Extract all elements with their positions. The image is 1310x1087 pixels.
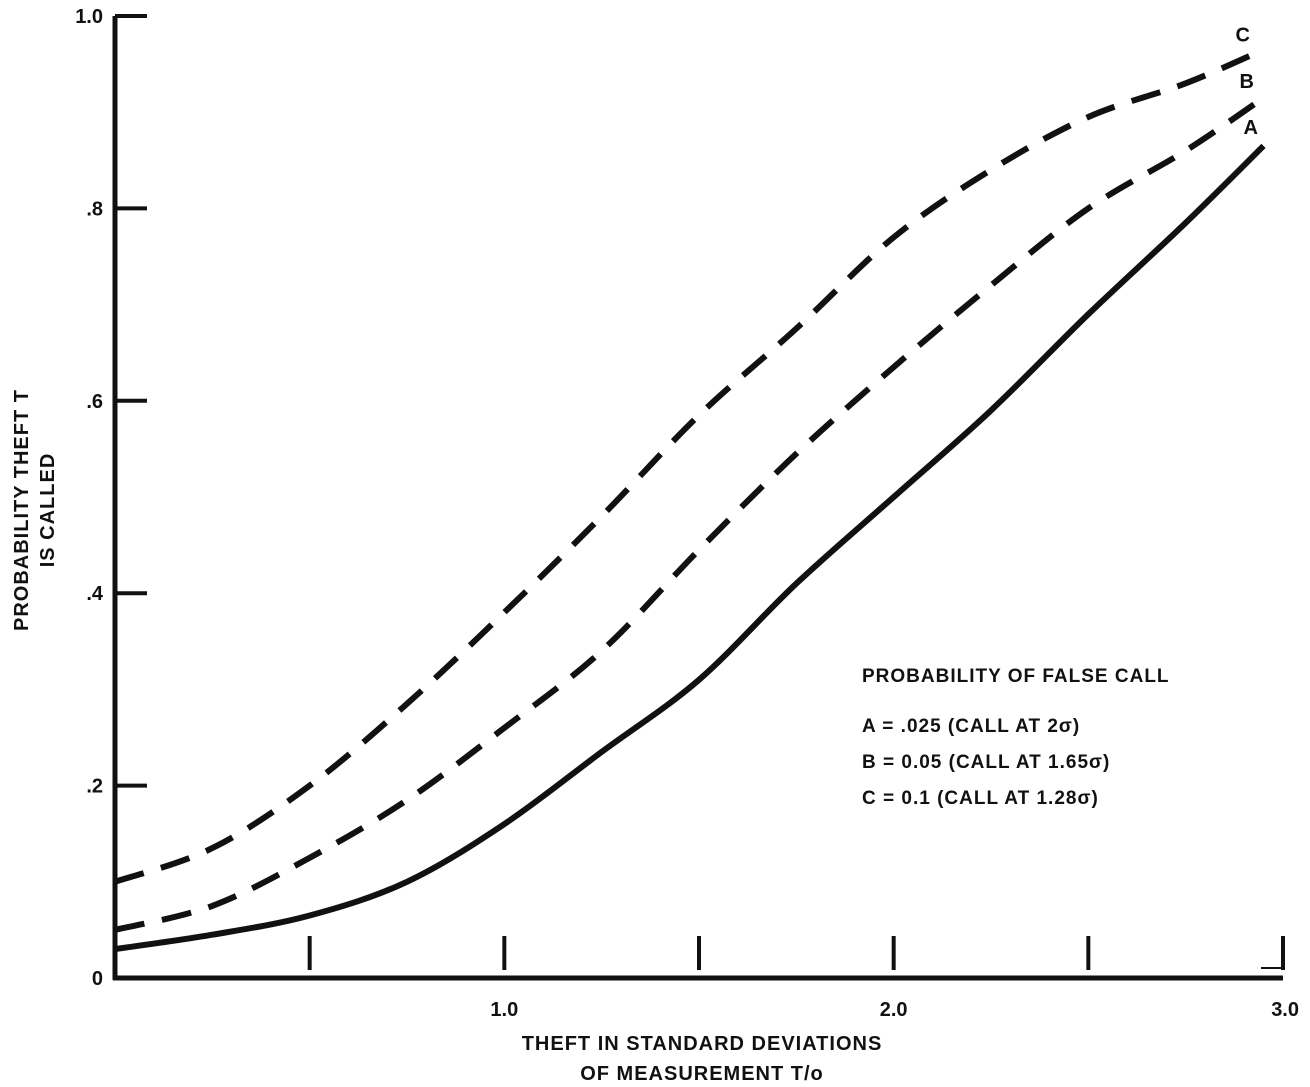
y-tick-label: .6 bbox=[86, 391, 103, 413]
series-line-a bbox=[114, 143, 1266, 953]
x-tick-label: 1.0 bbox=[490, 999, 518, 1021]
y-tick-label: .8 bbox=[86, 198, 103, 220]
legend-title: PROBABILITY OF FALSE CALL bbox=[862, 666, 1170, 687]
series-label-b: B bbox=[1240, 71, 1254, 93]
series-layer bbox=[114, 46, 1266, 953]
y-axis-title: PROBABILITY THEFT T bbox=[11, 389, 33, 631]
labels: 0 .2 .4 .6 .8 1.0 1.0 2.0 3.0 A B C THEFT IN STANDAR… bbox=[11, 6, 1299, 1085]
series-label-a: A bbox=[1244, 117, 1258, 139]
x-tick-label: 2.0 bbox=[880, 999, 908, 1021]
y-tick-label: 0 bbox=[92, 968, 103, 990]
x-tick-label: 3.0 bbox=[1271, 999, 1299, 1021]
y-tick-label: .2 bbox=[86, 776, 103, 798]
y-axis-title: IS CALLED bbox=[37, 453, 59, 568]
series-line-b bbox=[114, 95, 1266, 933]
x-axis-title: THEFT IN STANDARD DEVIATIONS bbox=[522, 1033, 883, 1055]
series-label-c: C bbox=[1236, 25, 1250, 47]
legend: PROBABILITY OF FALSE CALL A = .025 (CALL … bbox=[862, 666, 1170, 809]
y-tick-label: .4 bbox=[86, 583, 104, 605]
axes bbox=[112, 14, 1285, 981]
legend-entry: C = 0.1 (CALL AT 1.28σ) bbox=[862, 788, 1099, 809]
legend-entry: A = .025 (CALL AT 2σ) bbox=[862, 716, 1080, 737]
y-tick-label: 1.0 bbox=[75, 6, 103, 28]
x-axis-title: OF MEASUREMENT T/o bbox=[580, 1063, 824, 1085]
series-line-c bbox=[114, 46, 1265, 885]
legend-entry: B = 0.05 (CALL AT 1.65σ) bbox=[862, 752, 1110, 773]
